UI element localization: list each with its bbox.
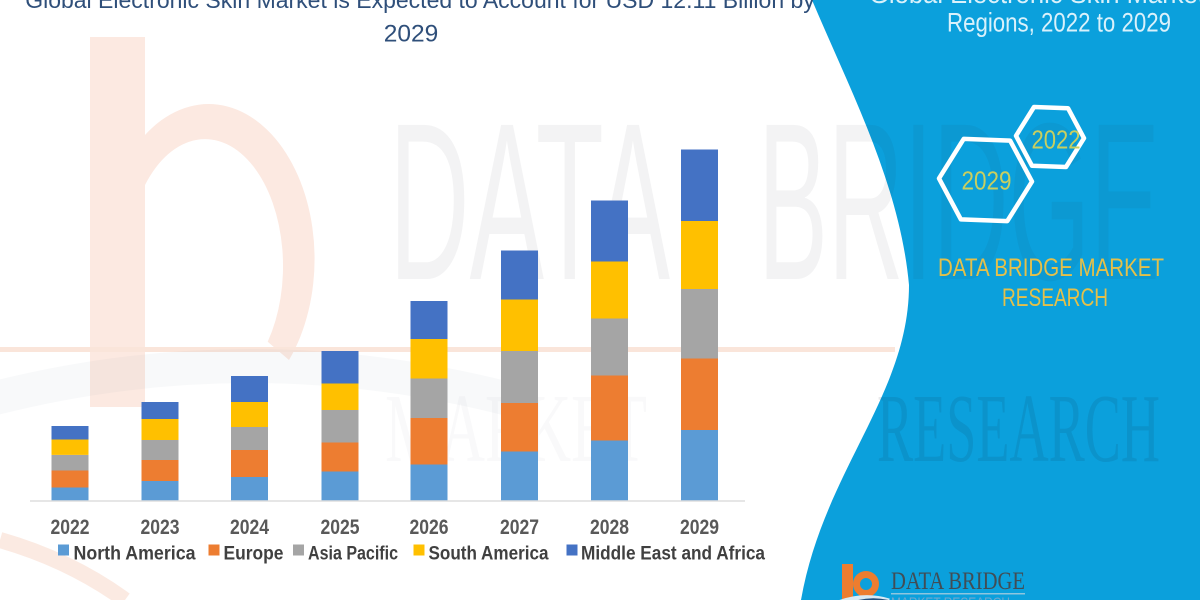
svg-text:DATA BRIDGE: DATA BRIDGE [891,568,1025,595]
svg-text:Regions, 2022 to 2029: Regions, 2022 to 2029 [947,8,1171,38]
svg-text:RESEARCH: RESEARCH [877,375,1160,483]
svg-text:Asia Pacific: Asia Pacific [308,544,398,565]
svg-text:2022: 2022 [1032,125,1081,155]
svg-text:South America: South America [429,544,549,565]
svg-text:2029: 2029 [680,516,719,539]
svg-text:2024: 2024 [230,516,269,539]
svg-text:2028: 2028 [590,516,629,539]
svg-text:Europe: Europe [224,544,284,565]
svg-text:DATA BRIDGE MARKET: DATA BRIDGE MARKET [938,254,1164,282]
svg-text:2025: 2025 [321,516,360,539]
svg-text:2023: 2023 [141,516,180,539]
svg-text:RESEARCH: RESEARCH [1002,284,1108,312]
svg-text:2029: 2029 [384,21,439,48]
svg-text:MARKET RESEARCH: MARKET RESEARCH [891,594,1010,600]
svg-text:2022: 2022 [51,516,90,539]
svg-text:North America: North America [74,544,196,565]
svg-text:2026: 2026 [410,516,449,539]
svg-text:2029: 2029 [962,166,1012,196]
svg-text:BRIDGE: BRIDGE [758,77,1160,327]
svg-text:Global Electronic Skin Market: Global Electronic Skin Market is Expecte… [25,0,815,13]
svg-text:2027: 2027 [500,516,539,539]
svg-text:Middle East and Africa: Middle East and Africa [581,544,765,565]
svg-text:Global Electronic Skin Market,: Global Electronic Skin Market, By [869,0,1200,9]
